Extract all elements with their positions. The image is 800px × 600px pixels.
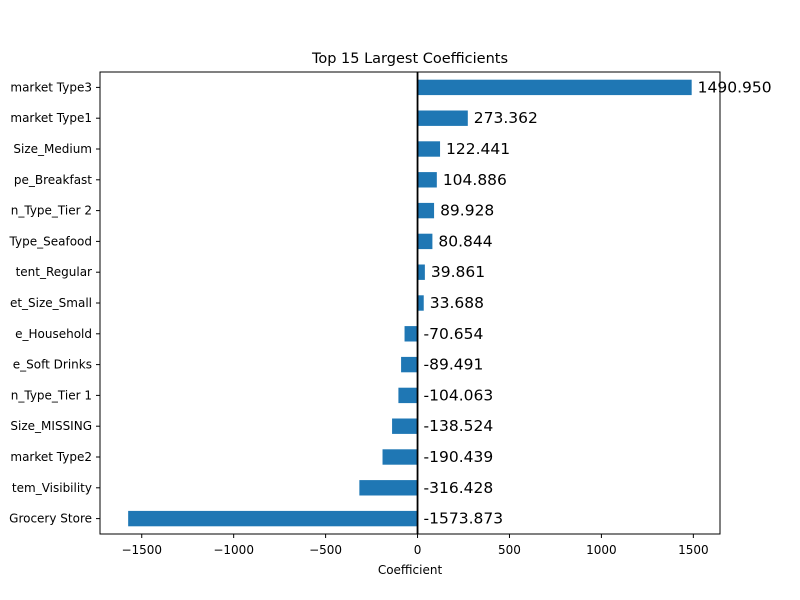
y-tick-label-11: Size_MISSING (10, 419, 92, 433)
value-label-12: -190.439 (424, 448, 494, 466)
bar-14 (128, 510, 418, 527)
value-label-4: 89.928 (440, 202, 494, 220)
value-label-10: -104.063 (424, 386, 494, 404)
x-tick-label-0: −1500 (121, 543, 162, 557)
value-label-13: -316.428 (424, 479, 494, 497)
y-tick-label-5: Type_Seafood (9, 234, 92, 248)
axes-frame (99, 71, 721, 535)
value-label-8: -70.654 (424, 325, 484, 343)
bar-8 (404, 326, 418, 342)
bar-9 (401, 356, 418, 373)
value-label-2: 122.441 (446, 140, 510, 158)
x-tick-label-4: 500 (498, 543, 521, 557)
x-axis: −1500 −1000 −500 0 500 1000 1500 (121, 534, 709, 557)
chart-title: Top 15 Largest Coefficients (311, 51, 508, 67)
bar-7 (417, 295, 424, 311)
bar-0 (417, 79, 692, 96)
bar-6 (417, 264, 425, 280)
bar-13 (359, 480, 418, 496)
value-label-14: -1573.873 (424, 510, 504, 528)
value-label-0: 1490.950 (698, 78, 772, 96)
y-tick-label-9: e_Soft Drinks (13, 358, 92, 372)
x-tick-label-6: 1500 (678, 543, 709, 557)
bar-3 (417, 172, 437, 188)
y-tick-label-13: tem_Visibility (12, 481, 92, 495)
y-tick-label-10: n_Type_Tier 1 (11, 388, 92, 402)
y-tick-label-7: et_Size_Small (10, 296, 92, 310)
y-tick-label-3: pe_Breakfast (14, 173, 92, 187)
y-tick-label-0: market Type3 (10, 80, 92, 94)
value-label-3: 104.886 (443, 171, 507, 189)
y-tick-label-4: n_Type_Tier 2 (11, 204, 92, 218)
bar-2 (417, 141, 441, 157)
y-axis: market Type3 market Type1 Size_Medium pe_Br… (9, 80, 100, 526)
y-tick-label-1: market Type1 (10, 111, 92, 125)
x-tick-label-2: −500 (309, 543, 342, 557)
y-tick-label-14: Grocery Store (9, 512, 92, 526)
bar-1 (417, 110, 468, 126)
y-tick-label-6: tent_Regular (16, 265, 92, 279)
x-axis-label: Coefficient (378, 563, 443, 577)
value-label-11: -138.524 (424, 417, 494, 435)
bar-5 (417, 233, 433, 250)
bar-12 (382, 449, 418, 465)
bar-11 (392, 418, 418, 434)
value-label-5: 80.844 (438, 232, 492, 250)
bar-4 (417, 202, 435, 219)
bar-10 (398, 387, 418, 404)
value-label-7: 33.688 (430, 294, 484, 312)
y-tick-label-8: e_Household (15, 327, 92, 341)
x-tick-label-5: 1000 (586, 543, 617, 557)
x-tick-label-3: 0 (414, 543, 422, 557)
value-label-6: 39.861 (431, 263, 485, 281)
x-tick-label-1: −1000 (213, 543, 254, 557)
y-tick-label-2: Size_Medium (13, 142, 92, 156)
value-label-1: 273.362 (474, 109, 538, 127)
bars-layer (128, 79, 692, 527)
value-label-9: -89.491 (424, 356, 484, 374)
y-tick-label-12: market Type2 (10, 450, 92, 464)
value-labels-layer: 1490.950 273.362 122.441 104.886 89.928 80.84… (424, 78, 772, 527)
